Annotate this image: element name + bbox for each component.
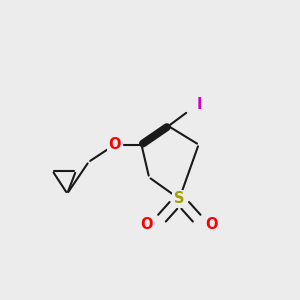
Text: O: O [140, 217, 153, 232]
Text: O: O [109, 137, 121, 152]
Text: S: S [174, 191, 184, 206]
Text: I: I [197, 97, 203, 112]
Text: O: O [206, 217, 218, 232]
